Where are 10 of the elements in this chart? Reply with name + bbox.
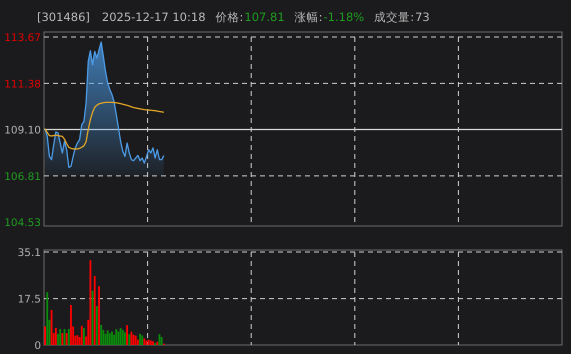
- y-tick-label: 113.67: [4, 32, 41, 44]
- y-tick-label: 104.53: [4, 217, 41, 229]
- y-tick-label: 106.81: [4, 170, 41, 183]
- y-tick-label: 35.1: [18, 247, 41, 259]
- y-tick-label: 17.5: [18, 294, 41, 306]
- y-tick-label: 109.10: [4, 124, 41, 136]
- line-series: [44, 102, 164, 150]
- header: [301486] 2025-12-17 10:18 价格:107.81 涨幅:-1.18% 成交量:73: [37, 10, 430, 24]
- y-tick-label: 111.38: [4, 78, 41, 90]
- y-tick-label: 0: [34, 340, 41, 352]
